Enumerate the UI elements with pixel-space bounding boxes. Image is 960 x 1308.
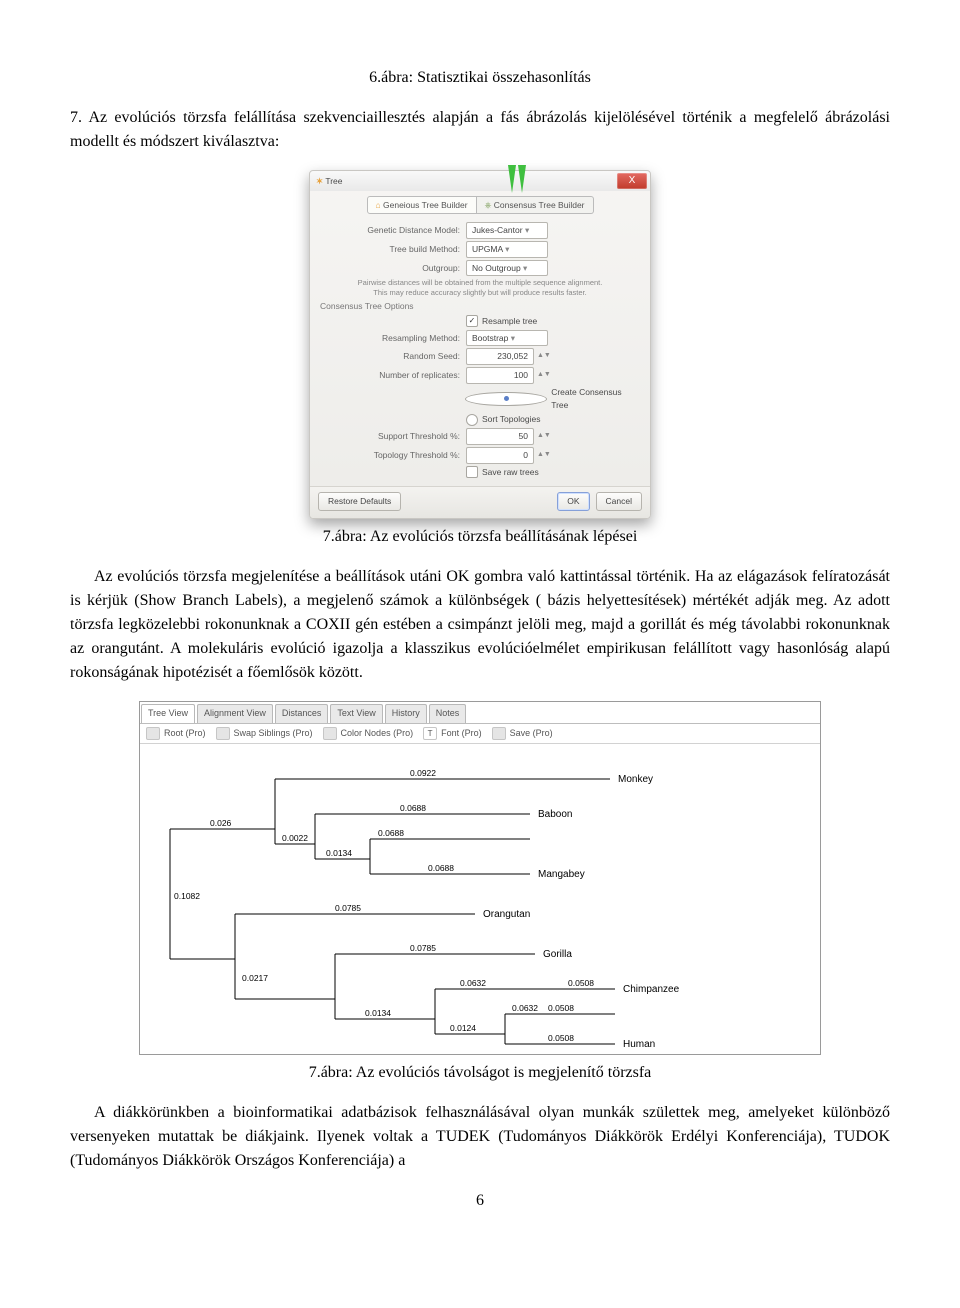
radio-create-consensus[interactable]: Create Consensus Tree xyxy=(465,386,640,412)
tab-history[interactable]: History xyxy=(385,704,427,723)
tree-canvas: Monkey Baboon Mangabey Orangutan Gorilla… xyxy=(140,744,820,1054)
svg-text:0.0022: 0.0022 xyxy=(282,833,308,843)
hint-text: Pairwise distances will be obtained from… xyxy=(320,278,640,297)
label-method: Tree build Method: xyxy=(320,243,466,256)
svg-text:0.0124: 0.0124 xyxy=(450,1023,476,1033)
tree-tabs: Tree View Alignment View Distances Text … xyxy=(140,702,820,724)
svg-text:0.0508: 0.0508 xyxy=(548,1033,574,1043)
svg-text:0.0688: 0.0688 xyxy=(428,863,454,873)
tree-figure: Tree View Alignment View Distances Text … xyxy=(139,701,821,1055)
tool-color[interactable]: Color Nodes (Pro) xyxy=(323,727,414,741)
select-rmethod[interactable]: Bootstrap ▾ xyxy=(466,330,548,347)
tab-tree-view[interactable]: Tree View xyxy=(141,704,195,723)
leaf-human: Human xyxy=(623,1039,655,1050)
figure-caption-7a: 7.ábra: Az evolúciós törzsfa beállításán… xyxy=(70,525,890,549)
input-reps[interactable]: 100 xyxy=(466,367,534,384)
tool-root[interactable]: Root (Pro) xyxy=(146,727,206,741)
input-tthresh[interactable]: 0 xyxy=(466,447,534,464)
leaf-gorilla: Gorilla xyxy=(543,949,572,960)
ok-button[interactable]: OK xyxy=(557,492,589,511)
svg-text:0.0508: 0.0508 xyxy=(548,1003,574,1013)
svg-text:0.0508: 0.0508 xyxy=(568,978,594,988)
arrow-icon xyxy=(508,165,516,193)
leaf-mangabey: Mangabey xyxy=(538,869,585,880)
arrow-icon xyxy=(518,165,526,193)
tree-dialog: ✶ Tree X ⌂ Geneious Tree Builder ⎈ Conse… xyxy=(309,170,651,519)
tab-text-view[interactable]: Text View xyxy=(330,704,382,723)
input-sthresh[interactable]: 50 xyxy=(466,428,534,445)
svg-text:0.0632: 0.0632 xyxy=(512,1003,538,1013)
paragraph-3: A diákkörünkben a bioinformatikai adatbá… xyxy=(70,1101,890,1173)
dialog-titlebar: ✶ Tree X xyxy=(310,171,650,191)
svg-text:0.0632: 0.0632 xyxy=(460,978,486,988)
tab-distances[interactable]: Distances xyxy=(275,704,329,723)
svg-text:0.0688: 0.0688 xyxy=(378,828,404,838)
label-tthresh: Topology Threshold %: xyxy=(320,449,466,462)
close-button[interactable]: X xyxy=(617,173,647,189)
svg-text:0.0785: 0.0785 xyxy=(335,903,361,913)
leaf-orangutan: Orangutan xyxy=(483,909,530,920)
checkbox-resample[interactable]: ✓Resample tree xyxy=(466,315,537,328)
tool-save[interactable]: Save (Pro) xyxy=(492,727,553,741)
leaf-chimpanzee: Chimpanzee xyxy=(623,984,680,995)
label-outgroup: Outgroup: xyxy=(320,262,466,275)
label-sthresh: Support Threshold %: xyxy=(320,430,466,443)
leaf-baboon: Baboon xyxy=(538,809,572,820)
select-method[interactable]: UPGMA ▾ xyxy=(466,241,548,258)
paragraph-2: Az evolúciós törzsfa megjelenítése a beá… xyxy=(70,565,890,685)
select-model[interactable]: Jukes-Cantor ▾ xyxy=(466,222,548,239)
tab-geneious[interactable]: ⌂ Geneious Tree Builder xyxy=(367,196,477,214)
leaf-monkey: Monkey xyxy=(618,774,653,785)
label-seed: Random Seed: xyxy=(320,350,466,363)
tool-font[interactable]: TFont (Pro) xyxy=(423,727,482,741)
svg-text:0.026: 0.026 xyxy=(210,818,232,828)
dialog-figure: ✶ Tree X ⌂ Geneious Tree Builder ⎈ Conse… xyxy=(70,170,890,519)
restore-defaults-button[interactable]: Restore Defaults xyxy=(318,492,401,511)
tab-consensus[interactable]: ⎈ Consensus Tree Builder xyxy=(477,196,594,214)
label-model: Genetic Distance Model: xyxy=(320,224,466,237)
dialog-title: ✶ Tree xyxy=(316,175,343,188)
page-number: 6 xyxy=(70,1189,890,1213)
svg-text:0.0134: 0.0134 xyxy=(326,848,352,858)
figure-caption-7b: 7.ábra: Az evolúciós távolságot is megje… xyxy=(70,1061,890,1085)
svg-text:0.0785: 0.0785 xyxy=(410,943,436,953)
svg-text:0.0134: 0.0134 xyxy=(365,1008,391,1018)
label-reps: Number of replicates: xyxy=(320,369,466,382)
select-outgroup[interactable]: No Outgroup ▾ xyxy=(466,260,548,277)
radio-sort-topologies[interactable]: Sort Topologies xyxy=(466,413,540,426)
input-seed[interactable]: 230,052 xyxy=(466,348,534,365)
svg-text:0.0688: 0.0688 xyxy=(400,803,426,813)
figure-caption-6: 6.ábra: Statisztikai összehasonlítás xyxy=(70,66,890,90)
checkbox-save-raw[interactable]: Save raw trees xyxy=(466,466,539,479)
builder-tabs: ⌂ Geneious Tree Builder ⎈ Consensus Tree… xyxy=(310,191,650,217)
svg-text:0.0922: 0.0922 xyxy=(410,768,436,778)
svg-text:0.1082: 0.1082 xyxy=(174,891,200,901)
tree-toolbar: Root (Pro) Swap Siblings (Pro) Color Nod… xyxy=(140,724,820,745)
tab-alignment-view[interactable]: Alignment View xyxy=(197,704,273,723)
group-heading: Consensus Tree Options xyxy=(320,300,640,313)
cancel-button[interactable]: Cancel xyxy=(596,492,642,511)
tool-swap[interactable]: Swap Siblings (Pro) xyxy=(216,727,313,741)
tab-notes[interactable]: Notes xyxy=(429,704,467,723)
paragraph-1: 7. Az evolúciós törzsfa felállítása szek… xyxy=(70,106,890,154)
svg-text:0.0217: 0.0217 xyxy=(242,973,268,983)
label-rmethod: Resampling Method: xyxy=(320,332,466,345)
